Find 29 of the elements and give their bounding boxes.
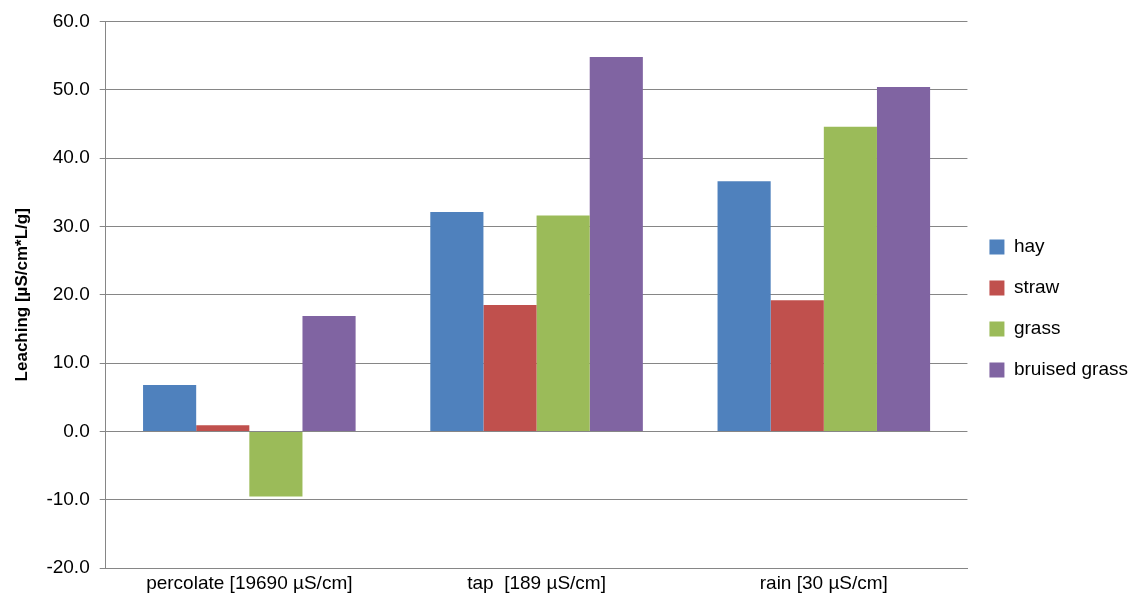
bar: [589, 56, 643, 431]
x-tick-label: tap [189 µS/cm]: [467, 571, 606, 593]
y-tick-label: -20.0: [46, 556, 90, 578]
bar: [302, 315, 356, 431]
legend-label: bruised grass: [1013, 358, 1129, 380]
bar: [717, 181, 771, 431]
bar: [823, 126, 877, 431]
bar: [770, 300, 824, 431]
legend-label: grass: [1013, 317, 1061, 339]
y-axis-title: Leaching [µS/cm*L/g]: [11, 208, 31, 382]
bar: [249, 432, 303, 497]
x-tick-label: rain [30 µS/cm]: [759, 571, 888, 593]
bar: [483, 305, 537, 431]
y-tick-label: 20.0: [52, 283, 90, 305]
y-tick-label: 60.0: [52, 9, 90, 31]
bar: [430, 212, 484, 431]
bar: [196, 425, 250, 431]
y-tick-label: 10.0: [52, 351, 90, 373]
y-tick-label: 50.0: [52, 77, 90, 99]
y-tick-label: 40.0: [52, 146, 90, 168]
y-tick-label: 30.0: [52, 214, 90, 236]
legend-label: hay: [1013, 235, 1046, 257]
bar: [536, 215, 590, 431]
bar: [143, 385, 197, 431]
y-tick-label: 0.0: [63, 419, 90, 441]
bar: [876, 87, 931, 431]
legend-label: straw: [1013, 276, 1060, 298]
x-tick-label: percolate [19690 µS/cm]: [146, 571, 353, 593]
y-tick-label: -10.0: [46, 488, 90, 510]
